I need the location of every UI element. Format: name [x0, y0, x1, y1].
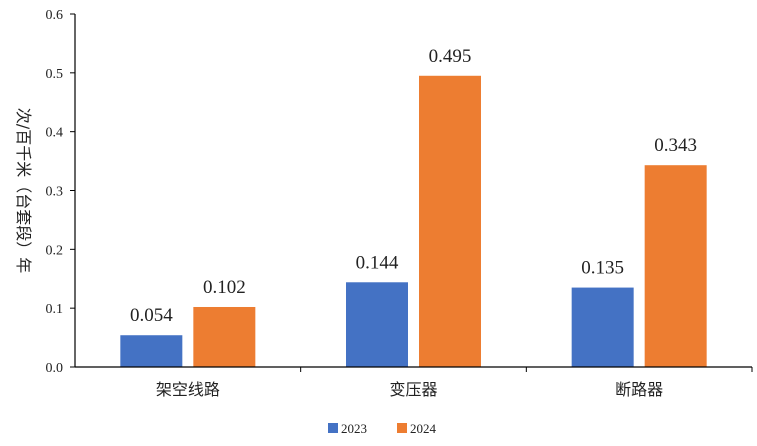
- data-label: 0.102: [203, 277, 246, 298]
- bar-2024: [193, 306, 256, 367]
- y-tick-label: 0.5: [46, 67, 64, 82]
- legend-label: 2023: [341, 421, 367, 436]
- bar-2024: [419, 75, 481, 368]
- data-label: 0.135: [581, 258, 624, 279]
- data-label: 0.144: [356, 252, 399, 273]
- y-tick-label: 0.0: [46, 361, 64, 376]
- bar-2023: [571, 287, 634, 367]
- y-tick-label: 0.2: [46, 243, 64, 258]
- legend-swatch-2023: [328, 423, 338, 433]
- y-tick-label: 0.4: [46, 126, 64, 141]
- data-label: 0.343: [654, 135, 697, 156]
- data-label: 0.054: [130, 305, 173, 326]
- legend: 2023 2024: [328, 421, 437, 436]
- legend-swatch-2024: [397, 423, 407, 433]
- data-label: 0.495: [429, 46, 472, 67]
- y-tick-label: 0.6: [46, 8, 64, 23]
- axes: 0.0 0.1 0.2 0.3 0.4 0.5 0.6 架空线路 变压器 断路器: [46, 8, 753, 399]
- plot-area: 0.054 0.102 0.144 0.495 0.135 0.343: [120, 46, 707, 368]
- x-category-label: 断路器: [615, 380, 663, 399]
- x-category-label: 架空线路: [156, 380, 220, 399]
- y-tick-label: 0.1: [46, 302, 64, 317]
- legend-label: 2024: [410, 421, 437, 436]
- bar-2023: [120, 335, 183, 367]
- x-category-label: 变压器: [389, 380, 437, 399]
- y-axis-label: 次/百千米（台套段）年: [14, 108, 33, 273]
- bar-2024: [644, 165, 707, 367]
- y-tick-label: 0.3: [46, 185, 64, 200]
- bar-2023: [346, 282, 408, 367]
